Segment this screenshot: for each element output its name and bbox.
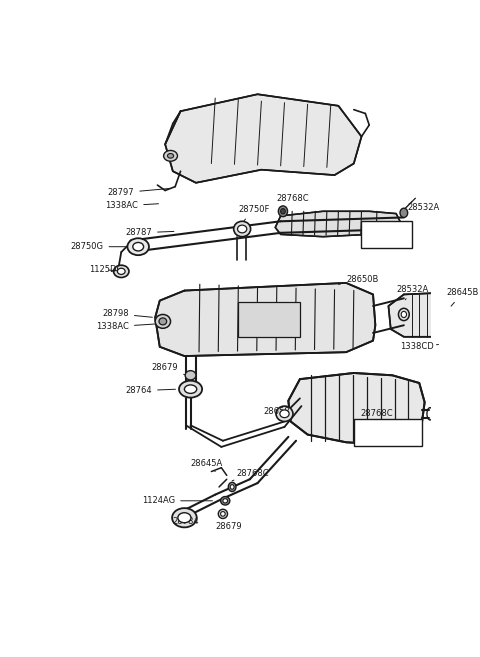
Ellipse shape (228, 482, 236, 491)
Polygon shape (288, 373, 425, 445)
Ellipse shape (164, 150, 178, 161)
Ellipse shape (398, 308, 409, 321)
Ellipse shape (221, 497, 230, 505)
Ellipse shape (234, 221, 251, 237)
Text: 28797: 28797 (108, 189, 170, 197)
Ellipse shape (435, 341, 442, 348)
Text: 28768C: 28768C (360, 409, 393, 422)
Text: 28C0: 28C0 (377, 236, 399, 245)
Ellipse shape (179, 380, 202, 397)
Polygon shape (155, 283, 375, 356)
Text: 1124AG: 1124AG (142, 496, 213, 505)
Ellipse shape (114, 265, 129, 277)
Ellipse shape (159, 318, 167, 325)
Bar (446, 307, 462, 324)
Ellipse shape (218, 509, 228, 518)
Ellipse shape (452, 311, 460, 319)
Ellipse shape (223, 499, 228, 503)
Ellipse shape (454, 313, 458, 317)
Text: 28798: 28798 (102, 309, 152, 318)
Ellipse shape (221, 512, 225, 516)
Ellipse shape (238, 225, 247, 233)
Text: 28750G: 28750G (71, 242, 126, 251)
Text: 28645A: 28645A (191, 459, 223, 472)
Text: 1338CD: 1338CD (400, 342, 439, 351)
Ellipse shape (178, 512, 191, 523)
Text: 1125DG: 1125DG (89, 265, 123, 275)
Text: 28532A: 28532A (404, 203, 440, 214)
Text: 28750F: 28750F (238, 205, 270, 221)
Polygon shape (165, 94, 361, 183)
Ellipse shape (278, 206, 288, 217)
Text: 1338AC: 1338AC (96, 323, 157, 331)
Text: 28650B: 28650B (338, 275, 378, 284)
Text: 28532A: 28532A (396, 284, 428, 300)
Ellipse shape (133, 242, 144, 251)
Ellipse shape (155, 315, 170, 328)
Polygon shape (275, 212, 400, 237)
Ellipse shape (184, 385, 197, 394)
Text: 28768C: 28768C (377, 225, 409, 233)
Ellipse shape (401, 311, 407, 317)
Text: 28645B: 28645B (446, 288, 479, 306)
Ellipse shape (280, 410, 289, 418)
Text: 28679: 28679 (152, 363, 188, 376)
Polygon shape (388, 293, 456, 337)
Ellipse shape (185, 371, 196, 380)
Text: 28787: 28787 (125, 229, 174, 237)
Ellipse shape (230, 485, 234, 489)
Text: 28658: 28658 (360, 424, 386, 434)
Text: 1338AC: 1338AC (105, 202, 158, 210)
Text: 28764: 28764 (125, 386, 176, 396)
Text: 28784: 28784 (173, 517, 200, 526)
Bar (238, 302, 300, 337)
Bar (354, 419, 421, 446)
Ellipse shape (127, 238, 149, 255)
Ellipse shape (281, 208, 285, 214)
Ellipse shape (118, 268, 125, 275)
Bar (361, 221, 411, 248)
Text: 28679: 28679 (215, 516, 242, 532)
Ellipse shape (172, 508, 197, 528)
Text: 28768C: 28768C (232, 468, 269, 481)
Ellipse shape (276, 406, 293, 422)
Text: 28700: 28700 (360, 436, 386, 445)
Text: 28768C: 28768C (277, 194, 310, 209)
Ellipse shape (168, 154, 174, 158)
Ellipse shape (400, 208, 408, 217)
Text: 28658: 28658 (263, 407, 289, 416)
